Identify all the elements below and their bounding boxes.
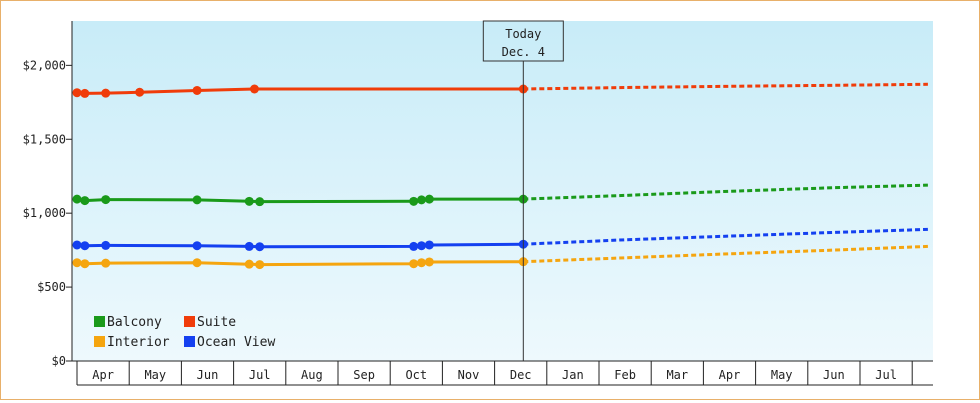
data-point-interior [409,259,419,269]
x-tick-label: Oct [405,368,427,382]
data-point-balcony [80,196,90,206]
x-tick-label: May [144,368,166,382]
today-marker: Today Dec. 4 [482,20,564,361]
x-axis: Apr May Jun Jul Aug Sep Oct Nov Dec Jan Feb Mar Apr M… [72,360,933,386]
data-point-ocean-view [244,241,254,251]
legend-swatch [94,316,105,327]
y-tick-label: $0 [52,354,66,368]
legend-swatch [94,336,105,347]
data-point-balcony [101,195,111,205]
data-point-interior [255,260,265,270]
today-label: Today [505,27,541,41]
legend-label: Interior [107,335,170,350]
y-tick-label: $2,000 [23,58,66,72]
data-point-ocean-view [255,242,265,252]
x-tick-label: Jul [875,368,897,382]
legend-swatch [184,336,195,347]
y-tick-label: $500 [37,280,66,294]
data-point-balcony [192,195,202,205]
plot-area [72,21,933,361]
x-tick-label: Mar [666,368,688,382]
data-point-interior [244,259,254,269]
x-tick-label: Jul [249,368,271,382]
legend-label: Ocean View [197,335,275,350]
data-point-balcony [255,197,265,207]
x-tick-label: May [771,368,793,382]
data-point-balcony [72,194,82,204]
data-point-interior [417,258,427,268]
data-point-suite [135,87,145,97]
data-point-suite [249,84,259,94]
data-point-balcony [417,195,427,205]
data-point-ocean-view [409,241,419,251]
today-box [482,20,564,62]
series-forecast-balcony [523,183,928,201]
x-tick-label: Jan [562,368,584,382]
data-point-suite [192,85,202,95]
data-point-balcony [424,194,434,204]
data-point-balcony [244,196,254,206]
data-point-ocean-view [101,240,111,250]
data-point-interior [101,258,111,268]
y-tick-label: $1,500 [23,132,66,146]
data-point-suite [72,88,82,98]
y-axis: $0 $500 $1,000 $1,500 $2,000 [23,21,73,368]
data-point-suite [101,88,111,98]
x-tick-label: Aug [301,368,323,382]
legend-swatch [184,316,195,327]
data-point-balcony [409,196,419,206]
series-lines [72,82,928,270]
legend-label: Balcony [107,315,162,330]
x-tick-label: Sep [353,368,375,382]
data-point-ocean-view [424,240,434,250]
today-label: Dec. 4 [502,45,545,59]
x-tick-label: Feb [614,368,636,382]
data-point-ocean-view [72,240,82,250]
legend: Balcony Suite Interior Ocean View [94,315,275,350]
x-tick-label: Dec [510,368,532,382]
data-point-ocean-view [80,241,90,251]
data-point-interior [80,259,90,269]
x-tick-label: Apr [719,368,741,382]
data-point-interior [424,257,434,267]
legend-label: Suite [197,315,236,330]
data-point-interior [72,258,82,268]
series-forecast-ocean-view [523,227,928,246]
y-tick-label: $1,000 [23,206,66,220]
x-tick-label: Nov [458,368,480,382]
data-point-suite [80,88,90,98]
data-point-ocean-view [192,241,202,251]
data-point-interior [192,258,202,268]
series-forecast-interior [523,244,928,264]
x-tick-label: Jun [197,368,219,382]
x-tick-label: Apr [92,368,114,382]
series-forecast-suite [523,82,928,91]
x-tick-label: Jun [823,368,845,382]
data-point-ocean-view [417,241,427,251]
